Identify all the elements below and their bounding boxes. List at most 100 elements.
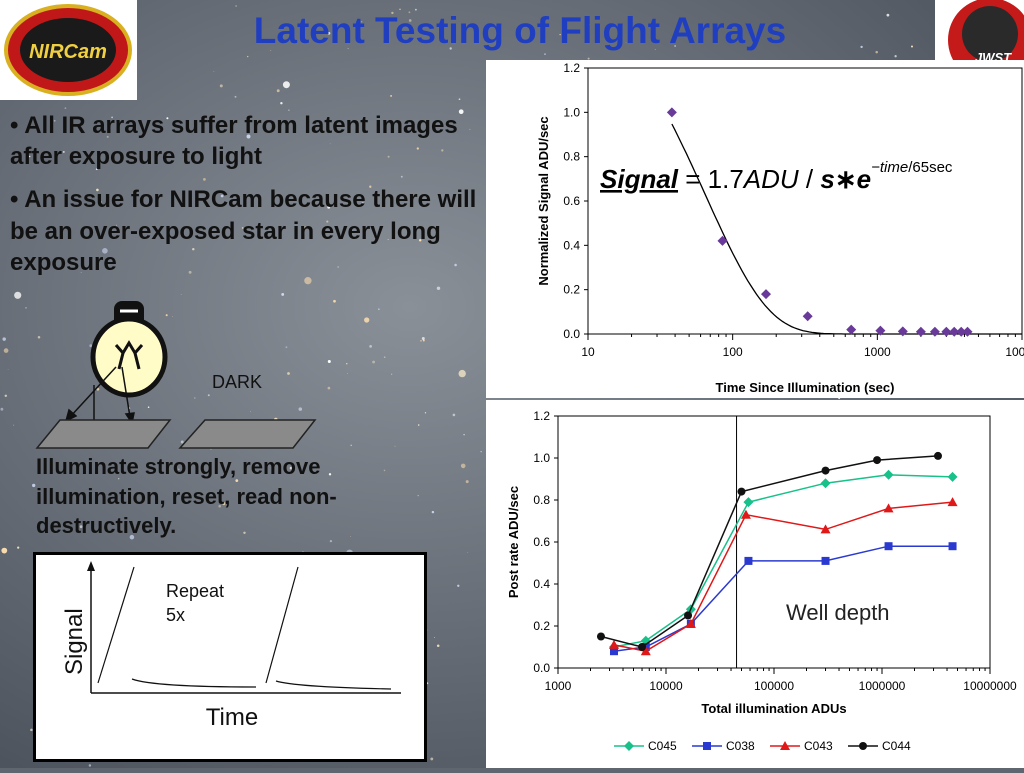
data-point [761, 289, 772, 300]
data-point [929, 326, 940, 337]
illumination-chart: 0.0 0.2 0.4 0.6 0.8 1.0 1.2 1000 10000 100000 1000… [506, 409, 1017, 753]
jwst-logo: JWST [935, 0, 1024, 82]
data-point [802, 311, 813, 322]
data-point-C045 [743, 497, 754, 508]
legend-marker [780, 741, 790, 750]
data-point-C038 [884, 542, 893, 551]
data-point-C043 [740, 509, 751, 519]
signal-axis-arrow [87, 561, 95, 571]
dark-label: DARK [212, 372, 263, 392]
y-tick-label: 0.6 [563, 194, 580, 208]
data-point-C038 [821, 556, 830, 565]
y-tick-label: 0.0 [563, 327, 580, 341]
data-point-C044 [638, 643, 647, 651]
data-point-C043 [640, 646, 651, 656]
legend-entry: C043 [804, 739, 833, 753]
data-point-C045 [883, 469, 894, 480]
data-point-C038 [609, 647, 618, 656]
legend-marker [859, 742, 867, 750]
y-tick-label: 0.0 [533, 661, 550, 675]
data-point-C044 [933, 451, 942, 460]
data-point [717, 235, 728, 246]
illuminated-surface [35, 419, 172, 449]
y-tick-label: 0.8 [563, 150, 580, 164]
data-point [666, 107, 677, 118]
legend-entry: C045 [648, 739, 677, 753]
y-tick-label: 0.4 [533, 577, 550, 591]
x-axis-label: Total illumination ADUs [701, 701, 846, 716]
x-tick-label: 10000 [649, 679, 683, 693]
decay-1 [131, 678, 257, 688]
x-tick-label: 1000 [545, 679, 572, 693]
data-point-C044 [873, 456, 882, 465]
y-tick-label: 0.2 [533, 619, 550, 633]
data-point [941, 326, 952, 337]
data-point [956, 326, 967, 337]
data-point-C043 [685, 618, 696, 628]
time-label: Time [206, 704, 258, 731]
data-point [897, 326, 908, 337]
fit-equation: Signal = 1.7ADU / s∗e−time/65sec [600, 159, 953, 194]
decay-chart-panel: 0.0 0.2 0.4 0.6 0.8 1.0 1.2 10 100 1000 10000 Time … [486, 60, 1024, 398]
data-point [949, 326, 960, 337]
y-tick-label: 0.8 [533, 493, 550, 507]
x-axis-label: Time Since Illumination (sec) [716, 380, 895, 395]
ramp-1 [97, 566, 135, 684]
svg-text:NIRCam: NIRCam [29, 41, 107, 63]
data-point-C045 [820, 478, 831, 489]
bullet-item: • All IR arrays suffer from latent image… [10, 112, 458, 171]
legend-entry: C044 [882, 739, 911, 753]
data-point-C044 [596, 632, 605, 641]
latent-sequence-diagram: Repeat 5x Signal Time [33, 552, 427, 762]
data-point-C044 [737, 487, 746, 496]
legend-entry: C038 [726, 739, 755, 753]
signal-label: Signal [61, 608, 88, 675]
x-tick-label: 10000000 [963, 679, 1017, 693]
y-tick-label: 1.0 [533, 451, 550, 465]
data-point-C044 [821, 466, 830, 475]
x-tick-label: 1000000 [859, 679, 906, 693]
light-bulb-diagram [35, 301, 317, 449]
y-tick-label: 1.2 [533, 409, 550, 423]
repeat-label: Repeat 5x [166, 581, 224, 625]
data-point [875, 325, 886, 336]
decay-2 [275, 680, 392, 690]
y-tick-label: 0.6 [533, 535, 550, 549]
y-tick-label: 0.2 [563, 283, 580, 297]
procedure-caption: Illuminate strongly, remove illumination… [36, 454, 337, 539]
light-bulb-icon [90, 301, 168, 398]
data-point-C045 [947, 471, 958, 482]
dark-surface [178, 419, 317, 449]
y-tick-label: 1.0 [563, 105, 580, 119]
x-tick-label: 10000 [1005, 345, 1024, 359]
y-tick-label: 1.2 [563, 61, 580, 75]
page-title: Latent Testing of Flight Arrays [253, 10, 787, 51]
data-point-C043 [820, 524, 831, 534]
data-point [915, 326, 926, 337]
data-point-C038 [744, 556, 753, 565]
bullet-list: • All IR arrays suffer from latent image… [10, 110, 480, 290]
light-arrows [64, 366, 135, 437]
y-tick-label: 0.4 [563, 238, 580, 252]
y-axis-label: Post rate ADU/sec [506, 486, 521, 598]
data-point [962, 326, 973, 337]
latent-decay-chart: 0.0 0.2 0.4 0.6 0.8 1.0 1.2 10 100 1000 10000 Time … [536, 61, 1024, 395]
ramp-2 [265, 566, 299, 684]
nircam-logo: NIRCam [0, 0, 137, 100]
data-point-C038 [948, 542, 957, 551]
x-tick-label: 100 [723, 345, 743, 359]
well-depth-annotation: Well depth [786, 600, 890, 625]
x-tick-label: 1000 [864, 345, 891, 359]
data-point [846, 324, 857, 335]
illumination-chart-panel: 0.0 0.2 0.4 0.6 0.8 1.0 1.2 1000 10000 100000 1000… [486, 400, 1024, 768]
x-tick-label: 100000 [754, 679, 794, 693]
legend-marker [624, 741, 634, 751]
y-axis-label: Normalized Signal ADU/sec [536, 116, 551, 285]
plot-area [587, 67, 1023, 335]
bullet-item: • An issue for NIRCam because there will… [10, 186, 477, 276]
x-tick-label: 10 [581, 345, 595, 359]
data-point-C044 [684, 611, 693, 620]
legend-marker [703, 742, 711, 750]
data-point-C043 [883, 503, 894, 513]
data-point-C043 [608, 639, 619, 649]
